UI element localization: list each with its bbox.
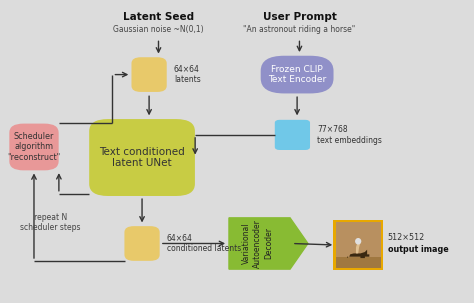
Text: Text conditioned
latent UNet: Text conditioned latent UNet: [99, 147, 185, 168]
Text: output image: output image: [388, 245, 448, 254]
Text: 512×512: 512×512: [388, 233, 425, 242]
FancyBboxPatch shape: [131, 57, 167, 92]
FancyBboxPatch shape: [333, 220, 383, 270]
Text: 64×64
conditioned latents: 64×64 conditioned latents: [167, 234, 241, 253]
Text: Gaussian noise ~N(0,1): Gaussian noise ~N(0,1): [113, 25, 204, 34]
FancyBboxPatch shape: [275, 120, 310, 150]
Text: Scheduler
algorithm
"reconstruct": Scheduler algorithm "reconstruct": [8, 132, 61, 162]
FancyBboxPatch shape: [9, 124, 59, 170]
Text: "An astronout riding a horse": "An astronout riding a horse": [243, 25, 356, 34]
Polygon shape: [229, 218, 308, 269]
Text: Frozen CLIP
Text Encoder: Frozen CLIP Text Encoder: [268, 65, 326, 84]
FancyBboxPatch shape: [261, 56, 334, 93]
Text: Latent Seed: Latent Seed: [123, 12, 194, 22]
FancyBboxPatch shape: [89, 119, 195, 196]
Text: repeat N
scheduler steps: repeat N scheduler steps: [20, 213, 81, 232]
FancyBboxPatch shape: [125, 226, 160, 261]
Text: 77×768
text embeddings: 77×768 text embeddings: [317, 125, 382, 145]
Text: User Prompt: User Prompt: [263, 12, 337, 22]
Text: Variational
Autoencoder
Decoder: Variational Autoencoder Decoder: [242, 219, 273, 268]
Text: 64×64
latents: 64×64 latents: [174, 65, 201, 84]
